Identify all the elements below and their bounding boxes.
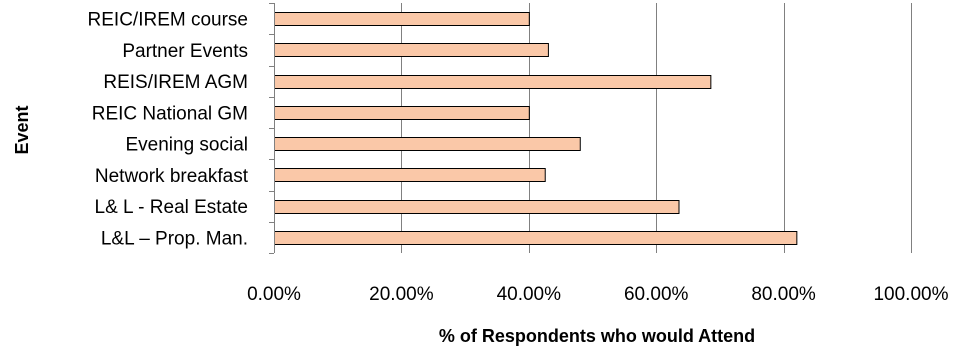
x-tick-label: 60.00%: [624, 284, 689, 305]
bar: [274, 168, 546, 182]
axes: [269, 3, 275, 254]
category-label: Partner Events: [122, 41, 248, 62]
category-label: Evening social: [125, 135, 248, 156]
bar: [274, 75, 712, 89]
category-label: REIC/IREM course: [88, 10, 248, 31]
x-tick-labels: 0.00% 20.00% 40.00% 60.00% 80.00% 100.00%: [247, 284, 949, 305]
x-tick-label: 40.00%: [497, 284, 562, 305]
y-axis-title: Event: [12, 105, 32, 154]
bar: [274, 231, 798, 245]
bar: [274, 137, 581, 151]
x-tick-label: 100.00%: [873, 284, 948, 305]
bars: [274, 12, 798, 245]
category-label: Network breakfast: [95, 166, 249, 187]
x-axis-title: % of Respondents who would Attend: [439, 326, 755, 346]
gridlines: [401, 3, 912, 253]
x-tick-label: 80.00%: [751, 284, 816, 305]
x-tick-label: 20.00%: [369, 284, 434, 305]
category-label: L& L - Real Estate: [95, 197, 248, 218]
bar: [274, 12, 530, 26]
bar: [274, 106, 530, 120]
x-tick-label: 0.00%: [247, 284, 301, 305]
bar: [274, 43, 549, 57]
category-labels: REIC/IREM course Partner Events REIS/IREM …: [88, 10, 249, 250]
category-label: L&L – Prop. Man.: [101, 228, 248, 249]
category-label: REIC National GM: [92, 103, 248, 124]
category-label: REIS/IREM AGM: [103, 72, 248, 93]
bar: [274, 200, 680, 214]
